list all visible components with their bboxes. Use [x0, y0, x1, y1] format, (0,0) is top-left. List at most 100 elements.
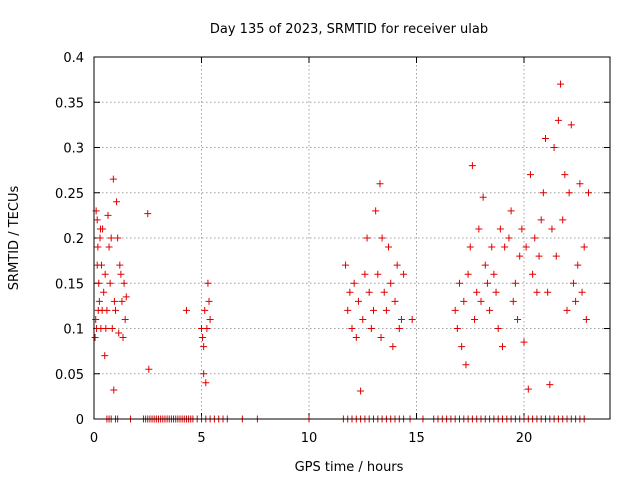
data-point [382, 306, 390, 314]
data-point [206, 315, 214, 323]
data-point [509, 297, 517, 305]
data-point [531, 234, 539, 242]
data-point [546, 381, 554, 389]
x-tick-label: 5 [197, 431, 205, 446]
data-point [120, 279, 128, 287]
data-point [518, 225, 526, 233]
data-point [377, 334, 385, 342]
data-point [451, 306, 459, 314]
y-tick-label: 0.05 [55, 368, 84, 383]
y-tick-label: 0.1 [63, 323, 84, 338]
data-point [554, 116, 562, 124]
data-point [539, 189, 547, 197]
data-point [100, 288, 108, 296]
data-point [112, 306, 119, 314]
data-point [533, 288, 541, 296]
data-point [505, 234, 513, 242]
y-tick-label: 0.2 [63, 232, 84, 247]
data-point [385, 243, 393, 251]
data-point [370, 306, 377, 314]
data-point [535, 252, 543, 260]
data-point [101, 270, 109, 278]
data-point [585, 189, 592, 197]
data-point [567, 121, 575, 129]
data-point [395, 325, 403, 332]
data-point [529, 270, 537, 278]
data-point [400, 270, 408, 278]
data-point [342, 261, 350, 269]
data-point [376, 180, 384, 188]
x-tick-label: 0 [90, 431, 98, 446]
data-point [114, 234, 122, 242]
data-point [122, 293, 130, 301]
data-point [552, 252, 560, 260]
data-point [348, 325, 356, 332]
chart-title: Day 135 of 2023, SRMTID for receiver ula… [210, 22, 488, 37]
x-tick-label: 10 [301, 431, 318, 446]
data-point [453, 325, 461, 332]
data-point [477, 297, 485, 305]
data-point [103, 306, 111, 314]
data-point [204, 279, 212, 287]
y-tick-label: 0.3 [63, 142, 84, 157]
y-axis-label: SRMTID / TECUs [7, 186, 22, 291]
data-point [374, 270, 382, 278]
data-point [113, 198, 121, 206]
data-point [115, 329, 123, 337]
data-point [507, 207, 515, 215]
data-point [397, 315, 405, 323]
data-point [389, 343, 397, 351]
data-point [557, 80, 565, 88]
data-point [116, 261, 124, 269]
data-point [458, 343, 466, 351]
data-point [203, 325, 211, 332]
data-point [108, 325, 116, 332]
data-point [496, 225, 504, 233]
data-point [102, 325, 110, 332]
x-axis-label: GPS time / hours [295, 460, 404, 475]
data-point [350, 279, 358, 287]
data-point [486, 306, 494, 314]
data-point [202, 379, 210, 387]
data-point [200, 343, 208, 351]
data-point [462, 361, 470, 369]
data-point [201, 306, 209, 314]
data-point [199, 334, 207, 342]
data-point [372, 207, 380, 215]
y-tick-label: 0 [76, 413, 84, 428]
data-point [492, 288, 500, 296]
data-point [94, 243, 102, 251]
data-point [582, 315, 590, 323]
data-point [107, 234, 115, 242]
data-point [569, 279, 577, 287]
data-point [468, 162, 476, 170]
data-point [520, 338, 528, 346]
data-point [352, 334, 360, 342]
data-point [105, 243, 113, 251]
data-point [99, 225, 107, 233]
data-point [483, 279, 491, 287]
data-point [96, 234, 104, 242]
data-point [93, 216, 101, 224]
data-point [494, 325, 502, 332]
data-point [357, 387, 365, 395]
x-tick-label: 20 [516, 431, 533, 446]
data-point [511, 279, 519, 287]
data-point [354, 297, 362, 305]
gridlines [94, 57, 610, 419]
data-point [387, 279, 395, 287]
data-point [380, 288, 388, 296]
y-tick-label: 0.35 [55, 96, 84, 111]
data-point [182, 306, 190, 314]
data-point [91, 334, 99, 342]
data-point [479, 193, 487, 201]
data-point [473, 288, 481, 296]
data-point [490, 270, 498, 278]
data-point [563, 306, 571, 314]
data-point [565, 189, 573, 197]
data-point [526, 171, 534, 179]
data-point [456, 279, 463, 287]
data-point [501, 243, 509, 251]
data-point [110, 386, 118, 394]
